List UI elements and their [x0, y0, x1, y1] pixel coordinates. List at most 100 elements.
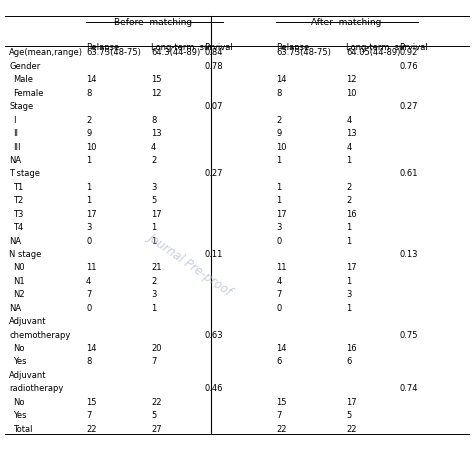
- Text: Adjuvant: Adjuvant: [9, 371, 47, 380]
- Text: 0.11: 0.11: [204, 250, 223, 259]
- Text: 0.61: 0.61: [400, 170, 418, 178]
- Text: 2: 2: [346, 183, 351, 192]
- Text: 4: 4: [276, 277, 282, 286]
- Text: 0: 0: [276, 304, 282, 313]
- Text: 0.27: 0.27: [400, 102, 418, 111]
- Text: NA: NA: [9, 156, 21, 165]
- Text: I: I: [13, 116, 16, 125]
- Text: 0: 0: [276, 237, 282, 245]
- Text: No: No: [13, 398, 25, 407]
- Text: N1: N1: [13, 277, 25, 286]
- Text: 2: 2: [86, 116, 91, 125]
- Text: 10: 10: [276, 143, 287, 152]
- Text: 0.76: 0.76: [400, 62, 418, 71]
- Text: 13: 13: [151, 129, 162, 138]
- Text: Yes: Yes: [13, 411, 27, 420]
- Text: 17: 17: [346, 398, 357, 407]
- Text: 0: 0: [86, 304, 91, 313]
- Text: 7: 7: [276, 411, 282, 420]
- Text: NA: NA: [9, 304, 21, 313]
- Text: Stage: Stage: [9, 102, 34, 111]
- Text: 0.46: 0.46: [204, 384, 223, 393]
- Text: 0.63: 0.63: [204, 330, 223, 340]
- Text: 4: 4: [86, 277, 91, 286]
- Text: 2: 2: [346, 196, 351, 205]
- Text: T1: T1: [13, 183, 23, 192]
- Text: III: III: [13, 143, 20, 152]
- Text: 14: 14: [276, 344, 287, 353]
- Text: 1: 1: [346, 156, 351, 165]
- Text: 3: 3: [151, 290, 156, 299]
- Text: 1: 1: [346, 223, 351, 232]
- Text: Relapse: Relapse: [276, 43, 310, 52]
- Text: After  matching: After matching: [311, 18, 382, 27]
- Text: 1: 1: [346, 237, 351, 245]
- Text: 22: 22: [151, 398, 162, 407]
- Text: Male: Male: [13, 75, 33, 85]
- Text: 22: 22: [346, 425, 356, 434]
- Text: 6: 6: [346, 357, 352, 367]
- Text: 7: 7: [86, 411, 91, 420]
- Text: 1: 1: [86, 196, 91, 205]
- Text: 5: 5: [151, 411, 156, 420]
- Text: 14: 14: [86, 75, 97, 85]
- Text: 2: 2: [276, 116, 282, 125]
- Text: 4: 4: [346, 116, 351, 125]
- Text: 1: 1: [151, 237, 156, 245]
- Text: 64.3(44-89): 64.3(44-89): [151, 48, 201, 58]
- Text: 1: 1: [346, 277, 351, 286]
- Text: 1: 1: [151, 223, 156, 232]
- Text: 4: 4: [151, 143, 156, 152]
- Text: II: II: [13, 129, 18, 138]
- Text: 1: 1: [276, 196, 282, 205]
- Text: 3: 3: [151, 183, 156, 192]
- Text: Relapse: Relapse: [86, 43, 119, 52]
- Text: N stage: N stage: [9, 250, 42, 259]
- Text: Adjuvant: Adjuvant: [9, 317, 47, 326]
- Text: 8: 8: [86, 357, 91, 367]
- Text: 9: 9: [86, 129, 91, 138]
- Text: Female: Female: [13, 89, 44, 98]
- Text: 63.73(48-75): 63.73(48-75): [86, 48, 141, 58]
- Text: 15: 15: [151, 75, 162, 85]
- Text: P: P: [400, 43, 405, 52]
- Text: 11: 11: [276, 263, 287, 272]
- Text: 16: 16: [346, 344, 357, 353]
- Text: 0.78: 0.78: [204, 62, 223, 71]
- Text: 1: 1: [151, 304, 156, 313]
- Text: 10: 10: [86, 143, 97, 152]
- Text: 0.92: 0.92: [400, 48, 418, 58]
- Text: 12: 12: [151, 89, 162, 98]
- Text: 0.27: 0.27: [204, 170, 223, 178]
- Text: Gender: Gender: [9, 62, 41, 71]
- Text: 2: 2: [151, 156, 156, 165]
- Text: 10: 10: [346, 89, 356, 98]
- Text: 63.73(48-75): 63.73(48-75): [276, 48, 331, 58]
- Text: T4: T4: [13, 223, 23, 232]
- Text: 17: 17: [276, 210, 287, 219]
- Text: N0: N0: [13, 263, 25, 272]
- Text: 7: 7: [151, 357, 156, 367]
- Text: 5: 5: [151, 196, 156, 205]
- Text: 17: 17: [346, 263, 357, 272]
- Text: 3: 3: [346, 290, 352, 299]
- Text: Journal Pre-proof: Journal Pre-proof: [146, 230, 235, 298]
- Text: 0.07: 0.07: [204, 102, 223, 111]
- Text: 1: 1: [86, 156, 91, 165]
- Text: 12: 12: [346, 75, 356, 85]
- Text: T2: T2: [13, 196, 23, 205]
- Text: Total: Total: [13, 425, 33, 434]
- Text: 1: 1: [276, 156, 282, 165]
- Text: 17: 17: [86, 210, 97, 219]
- Text: 0.74: 0.74: [400, 384, 418, 393]
- Text: 15: 15: [86, 398, 97, 407]
- Text: 2: 2: [151, 277, 156, 286]
- Text: chemotherapy: chemotherapy: [9, 330, 71, 340]
- Text: 0: 0: [86, 237, 91, 245]
- Text: 1: 1: [86, 183, 91, 192]
- Text: 22: 22: [276, 425, 287, 434]
- Text: Long-term  survival: Long-term survival: [346, 43, 428, 52]
- Text: Long-term  survival: Long-term survival: [151, 43, 233, 52]
- Text: 11: 11: [86, 263, 97, 272]
- Text: 17: 17: [151, 210, 162, 219]
